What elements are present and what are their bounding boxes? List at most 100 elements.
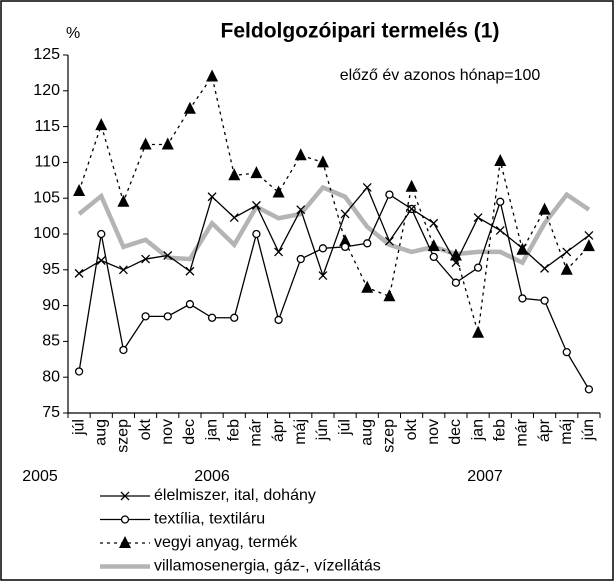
marker-x [429, 218, 439, 228]
x-tick-label: szep [381, 419, 398, 453]
marker-triangle [139, 137, 152, 150]
marker-triangle [228, 168, 241, 181]
legend-label: élelmiszer, ital, dohány [154, 487, 316, 504]
x-tick-label: máj [558, 419, 575, 445]
x-tick-label: már [514, 418, 531, 446]
marker-x [340, 209, 350, 219]
x-tick-label: jan [469, 419, 486, 441]
marker-triangle [250, 166, 263, 179]
legend-label: textília, textiláru [154, 511, 265, 528]
marker-circle [451, 278, 461, 287]
marker-triangle [119, 536, 131, 548]
marker-triangle [206, 69, 219, 82]
marker-x [96, 256, 106, 265]
marker-circle [518, 294, 527, 303]
marker-x [407, 204, 417, 214]
x-tick-label: máj [292, 419, 309, 445]
x-tick-label: jún [314, 419, 331, 441]
y-tick-label: 105 [33, 189, 60, 206]
x-tick-label: jún [580, 419, 597, 441]
marker-x [584, 230, 594, 240]
marker-x [495, 225, 505, 235]
marker-triangle [95, 118, 108, 131]
marker-circle [274, 315, 283, 325]
marker-triangle [560, 262, 573, 275]
marker-x [540, 263, 550, 273]
x-tick-label: dec [181, 419, 198, 445]
marker-triangle [73, 184, 86, 197]
marker-circle [584, 385, 594, 394]
marker-circle [540, 296, 549, 305]
x-tick-label: okt [137, 418, 154, 440]
year-label: 2006 [194, 468, 230, 485]
marker-x [296, 205, 306, 215]
x-tick-label: aug [358, 419, 375, 446]
series-line [78, 74, 590, 333]
y-tick-label: 125 [33, 46, 60, 63]
marker-triangle [339, 234, 352, 247]
x-tick-label: feb [225, 419, 242, 441]
marker-circle [363, 239, 372, 248]
marker-x [185, 266, 195, 276]
marker-x [562, 247, 572, 257]
legend-label: villamosenergia, gáz-, vízellátás [154, 558, 381, 575]
y-tick-label: 75 [42, 404, 60, 421]
y-tick-label: 85 [42, 333, 60, 350]
marker-circle [185, 300, 195, 309]
marker-triangle [161, 137, 174, 150]
marker-x [451, 258, 461, 268]
marker-circle [141, 312, 150, 321]
subtitle: előző év azonos hónap=100 [340, 67, 541, 84]
marker-triangle [272, 185, 285, 198]
marker-circle [385, 190, 394, 199]
y-tick-label: 100 [33, 225, 60, 242]
marker-triangle [494, 153, 507, 166]
x-tick-label: ápr [536, 418, 553, 442]
x-tick-label: júl [70, 419, 87, 436]
year-label: 2005 [22, 468, 58, 485]
legend-label: vegyi anyag, termék [154, 534, 298, 551]
x-tick-label: júl [336, 419, 353, 436]
marker-circle [496, 197, 505, 206]
x-tick-label: aug [92, 419, 109, 446]
marker-triangle [316, 155, 329, 168]
series-line [77, 184, 591, 266]
marker-x [163, 251, 173, 260]
marker-circle [562, 347, 571, 357]
marker-circle [429, 252, 438, 262]
x-tick-label: dec [447, 419, 464, 445]
marker-circle [119, 345, 128, 355]
marker-x [384, 236, 394, 246]
y-tick-label: 120 [33, 82, 60, 99]
y-unit: % [66, 25, 80, 42]
marker-circle [120, 515, 130, 524]
marker-triangle [383, 289, 396, 302]
x-tick-label: nov [159, 419, 176, 445]
marker-x [362, 183, 372, 192]
marker-x [274, 247, 284, 257]
marker-triangle [361, 280, 374, 293]
marker-circle [207, 313, 217, 322]
marker-x [473, 213, 483, 222]
marker-circle [74, 367, 84, 376]
marker-triangle [538, 202, 551, 215]
y-tick-label: 90 [42, 297, 60, 314]
year-label: 2007 [467, 468, 503, 485]
marker-triangle [294, 148, 307, 161]
marker-circle [340, 242, 350, 252]
chart-title: Feldolgozóipari termelés (1) [221, 20, 500, 43]
marker-circle [473, 263, 483, 272]
x-tick-label: okt [403, 418, 420, 440]
marker-x [120, 491, 130, 501]
x-tick-label: szep [115, 419, 132, 453]
x-tick-label: jan [203, 419, 220, 441]
y-tick-label: 80 [42, 368, 60, 385]
y-tick-label: 95 [42, 261, 60, 278]
marker-triangle [183, 101, 196, 114]
marker-x [141, 254, 151, 264]
x-tick-label: feb [491, 419, 508, 441]
marker-x [207, 192, 217, 202]
marker-x [118, 265, 128, 275]
